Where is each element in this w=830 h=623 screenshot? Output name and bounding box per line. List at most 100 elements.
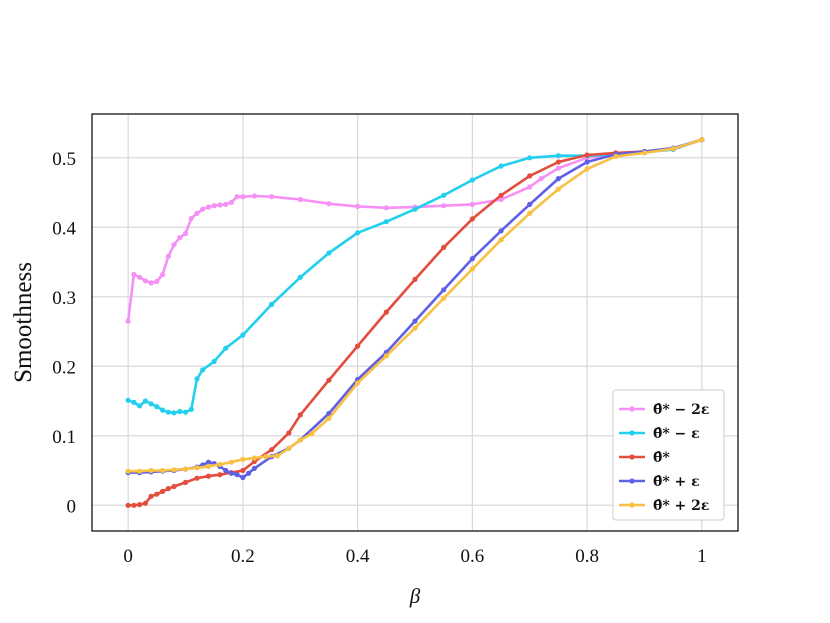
data-point: [269, 301, 275, 307]
data-point: [165, 253, 171, 260]
data-point: [228, 470, 234, 476]
data-point: [211, 358, 217, 364]
data-point: [584, 152, 590, 158]
data-point: [142, 278, 148, 284]
data-point: [383, 205, 389, 211]
data-point: [469, 266, 475, 272]
legend-label: θ̂*: [653, 450, 670, 466]
x-tick-label: 0: [123, 546, 133, 567]
data-point: [441, 192, 447, 198]
series-lines: [125, 137, 705, 508]
data-point: [498, 196, 504, 203]
data-point: [131, 399, 137, 405]
data-point: [441, 295, 447, 301]
data-point: [148, 280, 154, 286]
data-point: [441, 203, 447, 209]
data-point: [223, 467, 229, 474]
data-point: [383, 219, 389, 225]
data-point: [137, 403, 143, 409]
legend-item: θ̂*: [619, 450, 670, 466]
legend-label: θ̂* − ε: [653, 426, 700, 442]
data-point: [263, 454, 269, 460]
y-tick-label: 0.4: [52, 218, 76, 239]
data-point: [498, 228, 504, 234]
data-point: [269, 194, 275, 200]
data-point: [251, 465, 257, 471]
data-point: [125, 502, 131, 508]
data-point: [205, 459, 212, 465]
data-point: [326, 201, 332, 207]
series-0: [125, 137, 705, 324]
x-tick-label: 0.6: [460, 546, 484, 567]
data-point: [211, 203, 217, 209]
y-axis-label: Smoothness: [10, 262, 37, 383]
data-point: [223, 345, 229, 351]
data-point: [154, 278, 160, 285]
data-point: [297, 196, 303, 203]
data-point: [441, 244, 447, 250]
data-point: [286, 430, 292, 436]
legend-item: θ̂* − ε: [619, 426, 700, 442]
data-point: [555, 159, 562, 165]
data-point: [412, 206, 418, 212]
data-point: [326, 377, 332, 383]
data-point: [217, 202, 223, 208]
legend-box: [612, 389, 725, 521]
data-point: [584, 159, 590, 165]
data-point: [154, 491, 160, 497]
data-point: [171, 242, 177, 248]
data-point: [165, 486, 171, 492]
data-point: [699, 137, 705, 143]
data-point: [148, 401, 154, 407]
data-point: [309, 431, 315, 437]
data-point: [326, 415, 332, 421]
legend-marker: [629, 406, 635, 412]
data-point: [412, 318, 418, 324]
data-point: [194, 210, 200, 216]
data-point: [194, 376, 200, 382]
data-point: [223, 201, 229, 207]
data-point: [234, 472, 240, 478]
axis-ticks: 0 0.2 0.4 0.6 0.8 1 0 0.1 0.2 0.3 0.4 0.5: [52, 149, 706, 567]
legend-marker: [629, 502, 635, 508]
legend-item: θ̂* − 2ε: [619, 402, 709, 418]
x-axis-label: β: [409, 584, 421, 608]
data-point: [538, 176, 544, 182]
data-point: [240, 456, 246, 462]
data-point: [584, 166, 590, 172]
data-point: [555, 165, 562, 171]
data-point: [148, 493, 154, 499]
data-point: [160, 467, 166, 474]
data-point: [182, 409, 189, 415]
data-point: [555, 153, 562, 159]
data-point: [131, 502, 137, 508]
data-point: [182, 466, 189, 472]
data-point: [194, 465, 200, 471]
data-point: [527, 173, 533, 179]
data-point: [177, 235, 183, 241]
x-tick-label: 0.8: [575, 546, 599, 567]
data-point: [228, 199, 234, 205]
data-point: [355, 343, 361, 349]
data-point: [240, 474, 246, 481]
data-point: [171, 483, 177, 490]
data-point: [205, 204, 212, 210]
legend-label: θ̂* + ε: [653, 474, 700, 490]
data-point: [125, 397, 131, 403]
data-point: [125, 468, 131, 474]
data-point: [527, 201, 533, 207]
y-tick-label: 0: [67, 496, 77, 517]
data-point: [182, 230, 189, 237]
data-point: [148, 467, 154, 474]
data-point: [498, 237, 504, 243]
data-point: [498, 192, 504, 198]
data-point: [240, 194, 246, 200]
data-point: [234, 194, 240, 200]
x-tick-label: 1: [697, 546, 707, 567]
data-point: [160, 271, 166, 278]
data-point: [297, 437, 303, 443]
data-point: [355, 230, 361, 236]
data-point: [555, 176, 562, 182]
data-point: [641, 150, 648, 156]
